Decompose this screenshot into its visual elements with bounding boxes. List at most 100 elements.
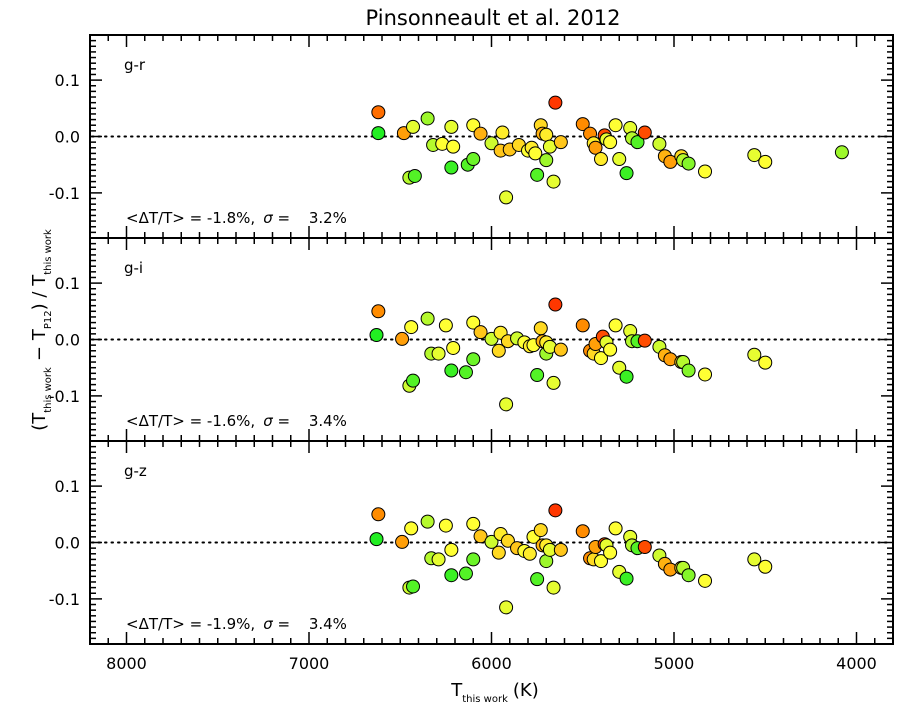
data-point — [491, 343, 506, 358]
data-point — [444, 119, 459, 134]
data-point — [371, 126, 386, 141]
data-point — [369, 327, 384, 342]
data-point — [404, 521, 419, 536]
data-point — [539, 127, 554, 142]
data-point — [588, 140, 603, 155]
data-point — [758, 154, 773, 169]
x-tick-label: 6000 — [471, 654, 512, 673]
data-point — [458, 566, 473, 581]
data-point — [575, 318, 590, 333]
data-point — [546, 580, 561, 595]
data-point — [758, 355, 773, 370]
y-label-sub1: this work — [43, 367, 54, 413]
annotation-delta: ΔT — [139, 615, 159, 633]
data-point — [530, 368, 545, 383]
data-point — [420, 514, 435, 529]
data-point — [371, 105, 386, 120]
data-point — [499, 397, 514, 412]
panel-label: g-z — [124, 462, 147, 480]
data-point — [594, 152, 608, 167]
annotation-equals: = — [273, 615, 295, 633]
panel-annotation: <ΔT/T> = -1.9%, σ = 3.4% — [126, 615, 347, 633]
annotation-slash: /T> = — [158, 615, 207, 633]
data-point — [473, 529, 488, 544]
data-point — [444, 363, 459, 378]
x-axis-ticks: 8000 7000 6000 5000 4000 — [106, 654, 877, 673]
data-point — [438, 318, 453, 333]
data-point — [548, 297, 563, 312]
panel-annotation: <ΔT/T> = -1.8%, σ = 3.2% — [126, 209, 347, 227]
annotation-sigma-symbol: σ — [263, 615, 273, 633]
data-point — [406, 119, 421, 134]
data-point — [438, 518, 453, 533]
annotation-open: < — [126, 412, 139, 430]
y-tick-label: -0.1 — [49, 590, 80, 609]
annotation-mean: -1.6%, — [207, 412, 255, 430]
annotation-sigma-symbol: σ — [263, 412, 273, 430]
data-point — [594, 554, 608, 569]
panel-g-i: -0.1 0.0 0.1 g-i <ΔT/T> = -1.6%, σ = 3.4% — [49, 237, 894, 442]
data-point — [553, 542, 568, 557]
panel-label: g-r — [124, 56, 146, 74]
data-point — [747, 552, 762, 567]
data-point — [637, 333, 652, 348]
data-point — [533, 523, 548, 538]
data-point — [698, 367, 713, 382]
data-point — [575, 117, 590, 132]
data-point — [458, 365, 473, 380]
data-point — [406, 373, 421, 388]
data-point — [619, 166, 634, 181]
data-point — [834, 145, 849, 160]
y-tick-label: -0.1 — [49, 387, 80, 406]
data-point — [530, 167, 545, 182]
y-label-sub2: P12 — [43, 310, 54, 329]
panel-label: g-i — [124, 259, 143, 277]
annotation-sigma: 3.4% — [309, 412, 347, 430]
y-label-open: (T — [29, 412, 50, 431]
data-point — [446, 340, 461, 355]
x-tick-label: 5000 — [654, 654, 695, 673]
data-point — [466, 315, 481, 330]
data-point — [473, 126, 488, 141]
data-point — [553, 342, 568, 357]
data-point — [466, 516, 481, 531]
data-point — [681, 568, 696, 583]
data-point — [603, 545, 618, 560]
y-label-close: ) / T — [29, 274, 50, 311]
annotation-open: < — [126, 615, 139, 633]
data-point — [444, 160, 459, 175]
y-tick-label: 0.1 — [55, 274, 80, 293]
y-tick-label: 0.0 — [55, 128, 80, 147]
y-label-sub3: this work — [43, 229, 54, 275]
y-tick-label: -0.1 — [49, 184, 80, 203]
annotation-sigma: 3.4% — [309, 615, 347, 633]
x-label-main: T — [450, 680, 463, 701]
data-point — [466, 352, 481, 367]
data-point — [528, 146, 543, 161]
data-point — [484, 136, 499, 151]
data-point — [539, 153, 554, 168]
y-tick-label: 0.1 — [55, 477, 80, 496]
data-point — [608, 318, 623, 333]
data-point — [395, 534, 410, 549]
annotation-slash: /T> = — [158, 209, 207, 227]
annotation-mean: -1.9%, — [207, 615, 255, 633]
annotation-mean: -1.8%, — [207, 209, 255, 227]
data-point — [546, 174, 561, 189]
annotation-sigma-symbol: σ — [263, 209, 273, 227]
data-point — [619, 369, 634, 384]
y-tick-label: 0.0 — [55, 534, 80, 553]
y-tick-label: 0.1 — [55, 71, 80, 90]
data-point — [747, 347, 762, 362]
data-point — [630, 135, 645, 150]
annotation-slash: /T> = — [158, 412, 207, 430]
data-point — [608, 118, 623, 133]
data-point — [603, 135, 618, 150]
data-point — [407, 168, 422, 183]
data-point — [446, 139, 461, 154]
data-point — [637, 540, 652, 555]
y-tick-label: 0.0 — [55, 331, 80, 350]
data-point — [420, 311, 435, 326]
annotation-delta: ΔT — [139, 412, 159, 430]
